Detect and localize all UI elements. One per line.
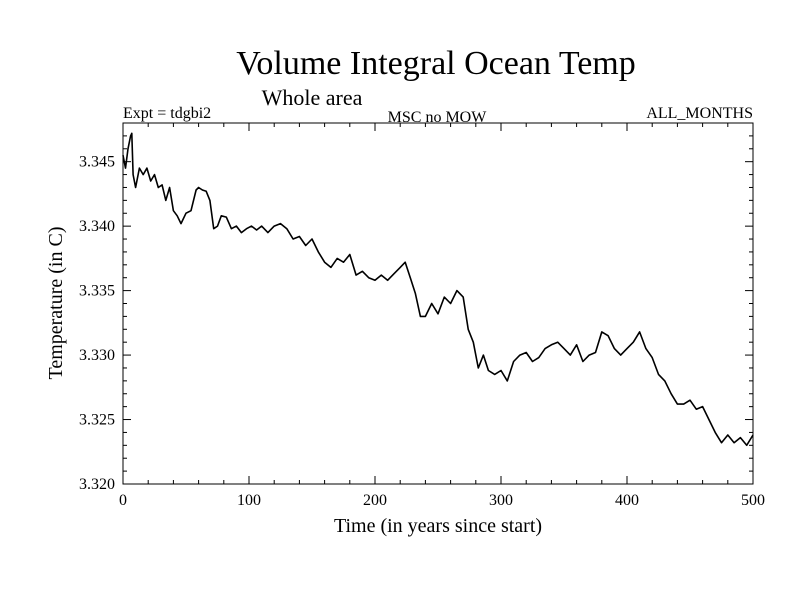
y-tick-label: 3.345 — [79, 154, 115, 171]
chart-title: Volume Integral Ocean Temp — [236, 45, 636, 82]
months-label: ALL_MONTHS — [646, 105, 753, 122]
plot-frame — [122, 122, 754, 485]
y-axis-label: Temperature (in C) — [45, 227, 67, 380]
x-tick-label: 300 — [489, 492, 513, 509]
y-tick-label: 3.320 — [79, 476, 115, 493]
experiment-label: Expt = tdgbi2 — [123, 105, 211, 122]
x-axis: 0 100 200 300 400 500 — [119, 123, 765, 509]
variant-label: MSC no MOW — [388, 109, 488, 126]
x-tick-label: 0 — [119, 492, 127, 509]
x-tick-label: 200 — [363, 492, 387, 509]
series-line — [122, 132, 754, 447]
y-tick-label: 3.325 — [79, 412, 115, 429]
x-tick-label: 100 — [237, 492, 261, 509]
chart-subtitle: Whole area — [262, 85, 363, 110]
x-axis-label: Time (in years since start) — [334, 515, 542, 537]
y-tick-label: 3.330 — [79, 347, 115, 364]
y-axis: 3.320 3.325 3.330 3.335 3.340 3.345 — [79, 122, 753, 493]
x-tick-label: 400 — [615, 492, 639, 509]
x-tick-label: 500 — [741, 492, 765, 509]
y-tick-label: 3.335 — [79, 283, 115, 300]
y-tick-label: 3.340 — [79, 218, 115, 235]
